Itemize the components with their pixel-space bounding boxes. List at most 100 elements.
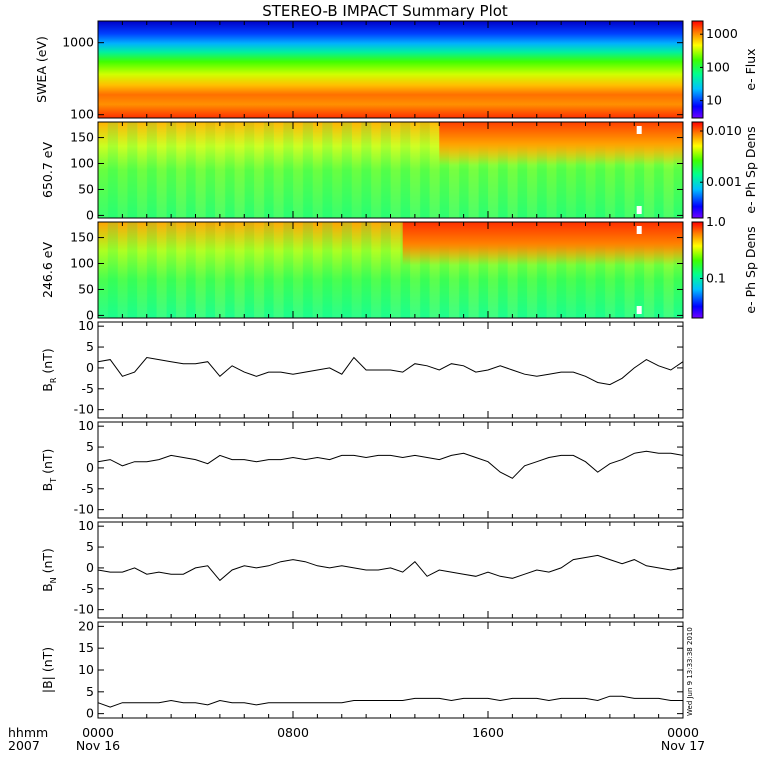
date-end-label: Nov 17 [661, 738, 705, 753]
y-axis-label: BR (nT) [40, 348, 58, 391]
x-tick-label: 1600 [472, 725, 504, 740]
heatmap-texture-band [546, 122, 557, 218]
heatmap-texture-band [224, 222, 235, 318]
heatmap-texture-band [117, 122, 128, 218]
heatmap-texture-band [527, 122, 538, 218]
heatmap-texture-band [234, 122, 245, 218]
heatmap-texture-band [536, 122, 547, 218]
heatmap-texture-band [351, 222, 362, 318]
y-tick-label: -5 [82, 581, 94, 596]
heatmap-texture-band [283, 222, 294, 318]
heatmap-texture-band [332, 222, 343, 318]
heatmap-texture-band [419, 222, 430, 318]
y-tick-label: 0 [86, 706, 94, 721]
heatmap-texture-band [195, 222, 206, 318]
heatmap-texture-band [507, 222, 518, 318]
data-gap-marker [636, 206, 642, 214]
heatmap-texture-band [653, 222, 664, 318]
y-axis-label: SWEA (eV) [34, 36, 49, 103]
heatmap-texture-band [137, 122, 148, 218]
heatmap-texture-band [98, 122, 109, 218]
y-tick-label: -10 [74, 502, 94, 517]
x-tick-label: 0800 [277, 725, 309, 740]
heatmap-high-flux-region [402, 222, 683, 266]
heatmap-texture-band [644, 122, 655, 218]
heatmap-texture-band [185, 122, 196, 218]
heatmap-texture-band [400, 222, 411, 318]
panel-pad650: 0.001 0.010 e- Ph Sp Dens 0 50 100 150 650.7 eV [40, 121, 758, 222]
y-tick-label: 10 [78, 418, 94, 433]
hhmm-label: hhmm [8, 725, 48, 740]
heatmap-texture-band [468, 222, 479, 318]
y-tick-label: 10 [78, 318, 94, 333]
heatmap-texture-band [322, 122, 333, 218]
heatmap-texture-band [312, 222, 323, 318]
heatmap-texture-band [488, 122, 499, 218]
heatmap-texture-band [205, 222, 216, 318]
colorbar-tick-label: 1.0 [706, 214, 726, 229]
heatmap-texture-band [341, 222, 352, 318]
heatmap-texture-band [556, 222, 567, 318]
heatmap-texture-band [517, 122, 528, 218]
plot-title: STEREO-B IMPACT Summary Plot [262, 2, 508, 20]
heatmap-high-flux-region [439, 122, 683, 166]
heatmap-texture-band [254, 222, 265, 318]
heatmap-texture-band [176, 222, 187, 318]
y-tick-label: 10 [78, 662, 94, 677]
heatmap-texture-band [283, 122, 294, 218]
heatmap-texture-band [605, 122, 616, 218]
heatmap-texture-band [439, 222, 450, 318]
y-tick-label: 0 [86, 560, 94, 575]
y-tick-label: -5 [82, 481, 94, 496]
heatmap-texture-band [244, 222, 255, 318]
heatmap-texture-band [585, 222, 596, 318]
heatmap-texture-band [137, 222, 148, 318]
heatmap-texture-band [566, 222, 577, 318]
y-tick-label: -5 [82, 381, 94, 396]
y-axis-label-unit: (nT) [40, 548, 55, 577]
y-axis-label: 650.7 eV [40, 142, 55, 198]
y-tick-label: 150 [70, 230, 94, 245]
y-tick-label: 50 [78, 181, 94, 196]
data-gap-marker [636, 306, 642, 314]
heatmap-texture-band [380, 122, 391, 218]
timestamp-label: Wed Jun 9 13:33:38 2010 [686, 627, 694, 716]
heatmap-texture-band [361, 122, 372, 218]
heatmap-texture-band [293, 222, 304, 318]
panel-pad246: 0.1 1.0 e- Ph Sp Dens 0 50 100 150 246.6 eV [40, 214, 758, 322]
heatmap-texture-band [400, 122, 411, 218]
y-tick-label: 100 [70, 156, 94, 171]
heatmap-texture-band [673, 122, 684, 218]
colorbar-tick-label: 100 [706, 59, 730, 74]
data-gap-marker [636, 126, 642, 134]
heatmap-texture-band [215, 122, 226, 218]
heatmap-texture-band [458, 222, 469, 318]
heatmap-texture-band [244, 122, 255, 218]
y-tick-label: 20 [78, 618, 94, 633]
heatmap-texture-band [634, 222, 645, 318]
heatmap-texture-band [263, 122, 274, 218]
panel-frame [97, 421, 684, 519]
y-tick-label: -10 [74, 602, 94, 617]
heatmap-texture-band [322, 222, 333, 318]
y-axis-label-main: B [40, 583, 55, 592]
series-line-bmag [97, 695, 683, 708]
heatmap-texture-band [273, 122, 284, 218]
y-tick-label: 15 [78, 640, 94, 655]
heatmap-texture-band [361, 222, 372, 318]
y-tick-label: 1000 [62, 35, 94, 50]
heatmap-texture-band [497, 222, 508, 318]
heatmap-texture-band [429, 122, 440, 218]
y-tick-label: 5 [86, 539, 94, 554]
series-line-bn [97, 554, 684, 582]
colorbar-label: e- Flux [743, 48, 758, 90]
heatmap-texture-band [673, 222, 684, 318]
heatmap-texture-band [614, 222, 625, 318]
colorbar-tick-label: 0.010 [706, 123, 742, 138]
heatmap-texture-band [127, 122, 138, 218]
heatmap-texture-band [107, 222, 118, 318]
y-tick-label: 100 [70, 256, 94, 271]
colorbar-tick-label: 10 [706, 93, 722, 108]
y-tick-label: 0 [86, 307, 94, 322]
